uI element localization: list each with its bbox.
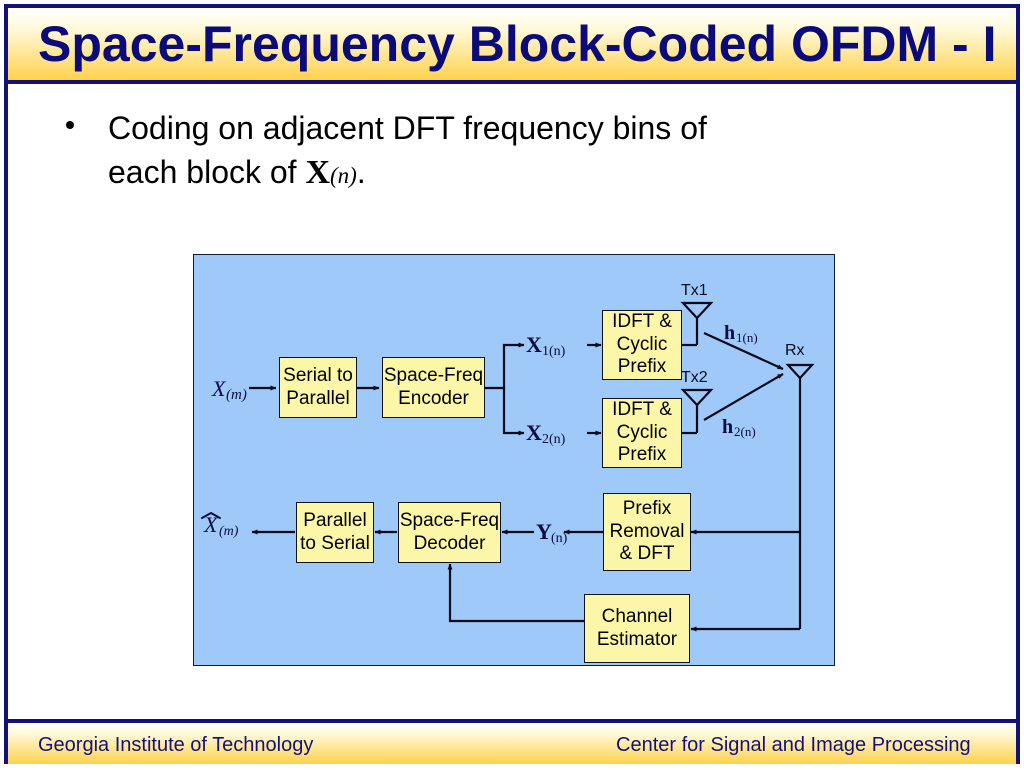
svg-text:X: X — [526, 420, 542, 445]
svg-text:X: X — [211, 376, 227, 401]
svg-text:Y: Y — [536, 519, 552, 544]
svg-text:(m): (m) — [226, 387, 247, 403]
svg-text:Tx1: Tx1 — [681, 282, 708, 299]
svg-text:2(n): 2(n) — [734, 424, 756, 439]
svg-text:(n): (n) — [551, 531, 568, 546]
svg-text:(m): (m) — [219, 524, 239, 539]
svg-text:h: h — [724, 322, 735, 344]
svg-text:1(n): 1(n) — [542, 344, 566, 359]
svg-text:X: X — [526, 332, 542, 357]
svg-text:2(n): 2(n) — [542, 432, 566, 447]
svg-text:h: h — [722, 416, 733, 438]
svg-text:1(n): 1(n) — [736, 330, 758, 345]
svg-text:Rx: Rx — [785, 342, 805, 359]
svg-text:Tx2: Tx2 — [681, 369, 708, 386]
